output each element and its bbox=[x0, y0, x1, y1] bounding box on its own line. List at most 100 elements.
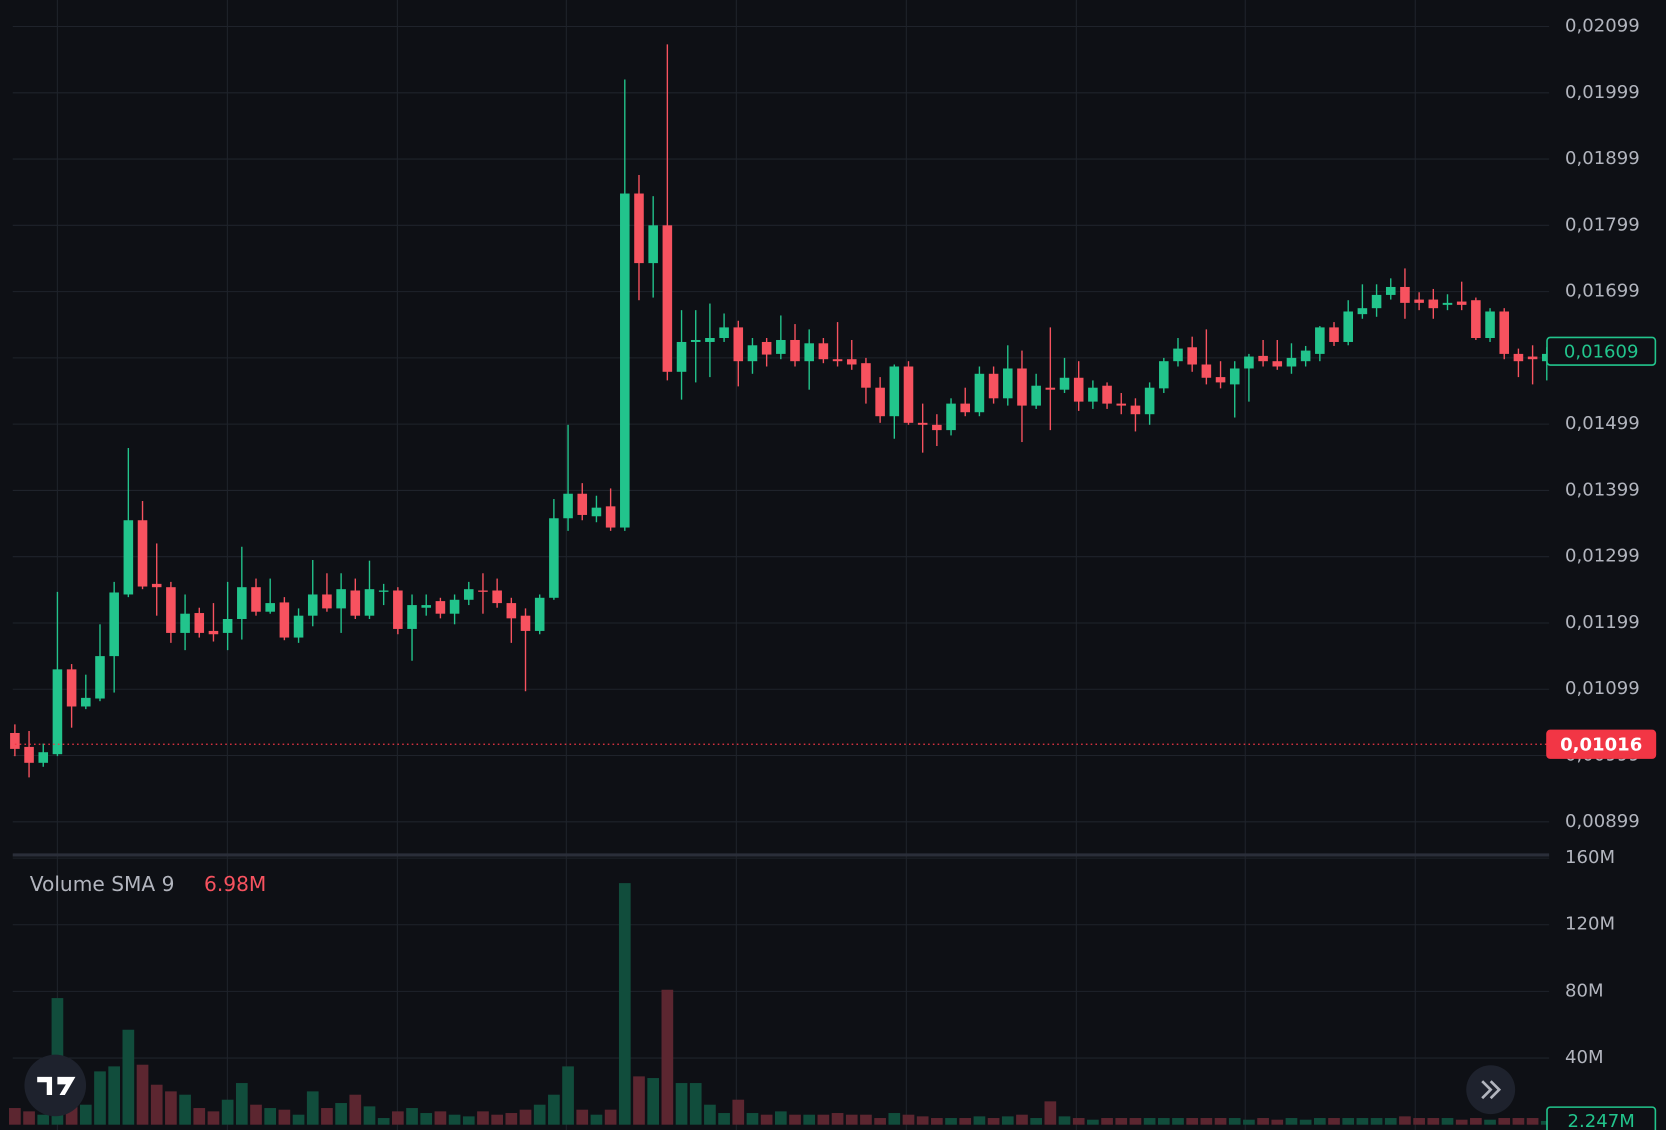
volume-bar bbox=[1498, 1118, 1511, 1125]
volume-bar bbox=[576, 1109, 589, 1125]
candle-body bbox=[776, 339, 786, 354]
candle-body bbox=[350, 590, 361, 616]
candle-body bbox=[1428, 299, 1439, 309]
candle-body bbox=[591, 507, 602, 517]
volume-bar bbox=[590, 1114, 603, 1125]
candle-body bbox=[81, 697, 91, 707]
time-grid bbox=[56, 0, 1416, 1130]
candle-body bbox=[463, 589, 474, 600]
candle-body bbox=[1456, 301, 1467, 305]
candle-body bbox=[1513, 353, 1524, 362]
candle-body bbox=[761, 341, 772, 355]
scroll-button[interactable] bbox=[1466, 1065, 1516, 1115]
volume-bar bbox=[179, 1094, 191, 1125]
volume-bar bbox=[1257, 1118, 1269, 1125]
y-tick-label: 0,01699 bbox=[1565, 281, 1640, 302]
candle-body bbox=[307, 594, 318, 616]
candle-body bbox=[421, 605, 432, 608]
candle-body bbox=[662, 225, 673, 372]
candle-body bbox=[66, 669, 77, 707]
logo-icon bbox=[37, 1076, 76, 1095]
legend-name: Volume SMA 9 bbox=[30, 872, 175, 896]
candle-body bbox=[520, 615, 531, 631]
candle-body bbox=[1130, 405, 1141, 415]
volume-bar bbox=[817, 1114, 830, 1125]
candle-body bbox=[407, 605, 417, 629]
volume-bar bbox=[292, 1114, 305, 1125]
candle-body bbox=[137, 520, 148, 587]
y-tick-label: 160M bbox=[1565, 847, 1615, 868]
volume-bar bbox=[150, 1084, 163, 1125]
candle-body bbox=[265, 603, 275, 612]
candle-body bbox=[903, 366, 914, 423]
candle-body bbox=[180, 613, 190, 633]
volume-bar bbox=[1313, 1118, 1326, 1125]
volume-bar bbox=[1186, 1118, 1199, 1125]
volume-bar bbox=[221, 1099, 234, 1125]
volume-bar bbox=[689, 1083, 702, 1125]
candle-body bbox=[1102, 385, 1112, 404]
candle-body bbox=[690, 339, 701, 342]
volume-bar bbox=[718, 1113, 730, 1125]
candle-body bbox=[237, 587, 247, 619]
candle-body bbox=[549, 518, 559, 598]
volume-bar bbox=[505, 1113, 518, 1125]
volume-bar bbox=[604, 1109, 617, 1125]
volume-bar bbox=[931, 1118, 943, 1125]
volume-bar bbox=[675, 1083, 688, 1125]
volume-bar bbox=[79, 1104, 92, 1125]
candle-body bbox=[1499, 311, 1510, 354]
candle-body bbox=[1258, 355, 1268, 362]
volume-bar bbox=[23, 1111, 35, 1125]
candle-body bbox=[1286, 357, 1297, 367]
candle-body bbox=[1471, 300, 1481, 338]
volume-bar bbox=[434, 1111, 447, 1125]
y-tick-label: 0,01099 bbox=[1565, 678, 1640, 699]
candle-body bbox=[1045, 387, 1056, 390]
logo-bg[interactable] bbox=[24, 1054, 87, 1117]
candle-body bbox=[1187, 347, 1197, 365]
volume-bar bbox=[1044, 1101, 1057, 1125]
volume-bar bbox=[1470, 1118, 1482, 1125]
candle-body bbox=[1300, 350, 1311, 362]
volume-bar bbox=[774, 1111, 787, 1125]
candle-body bbox=[719, 327, 729, 338]
volume-bar bbox=[987, 1118, 1000, 1125]
candle-body bbox=[960, 403, 971, 413]
price-tag-box bbox=[1546, 1106, 1657, 1130]
logo[interactable] bbox=[24, 1054, 87, 1117]
volume-bar bbox=[973, 1116, 986, 1125]
candle-body bbox=[151, 583, 162, 588]
candle-body bbox=[1343, 311, 1353, 342]
volume-bar bbox=[462, 1116, 475, 1125]
price-tag-label: 0,01016 bbox=[1560, 734, 1642, 755]
volume-bar bbox=[647, 1078, 660, 1125]
y-tick-label: 0,01399 bbox=[1565, 479, 1640, 500]
candle-body bbox=[804, 343, 814, 362]
candle-body bbox=[733, 327, 744, 362]
volume-bar bbox=[335, 1103, 347, 1125]
candle-body bbox=[1485, 311, 1495, 338]
volume-bar bbox=[1157, 1118, 1170, 1125]
candle-body bbox=[322, 594, 332, 609]
volume-bar bbox=[1101, 1118, 1113, 1125]
volume-bar bbox=[916, 1116, 929, 1125]
volume-bar bbox=[1058, 1116, 1071, 1125]
candle-body bbox=[1173, 348, 1183, 362]
candle-body bbox=[676, 341, 687, 372]
volume-bar bbox=[548, 1094, 560, 1125]
candle-body bbox=[194, 613, 205, 633]
volume-bar bbox=[789, 1114, 801, 1125]
volume-bar bbox=[1285, 1118, 1298, 1125]
candle-body bbox=[166, 587, 176, 633]
volume-bar bbox=[1143, 1118, 1156, 1125]
candle-body bbox=[478, 590, 488, 592]
candle-body bbox=[336, 589, 346, 609]
y-tick-label: 0,01799 bbox=[1565, 214, 1640, 235]
candle-body bbox=[1527, 356, 1538, 360]
volume-bar bbox=[1299, 1119, 1312, 1125]
y-tick-label: 0,01899 bbox=[1565, 148, 1640, 169]
candle-body bbox=[1031, 385, 1041, 406]
